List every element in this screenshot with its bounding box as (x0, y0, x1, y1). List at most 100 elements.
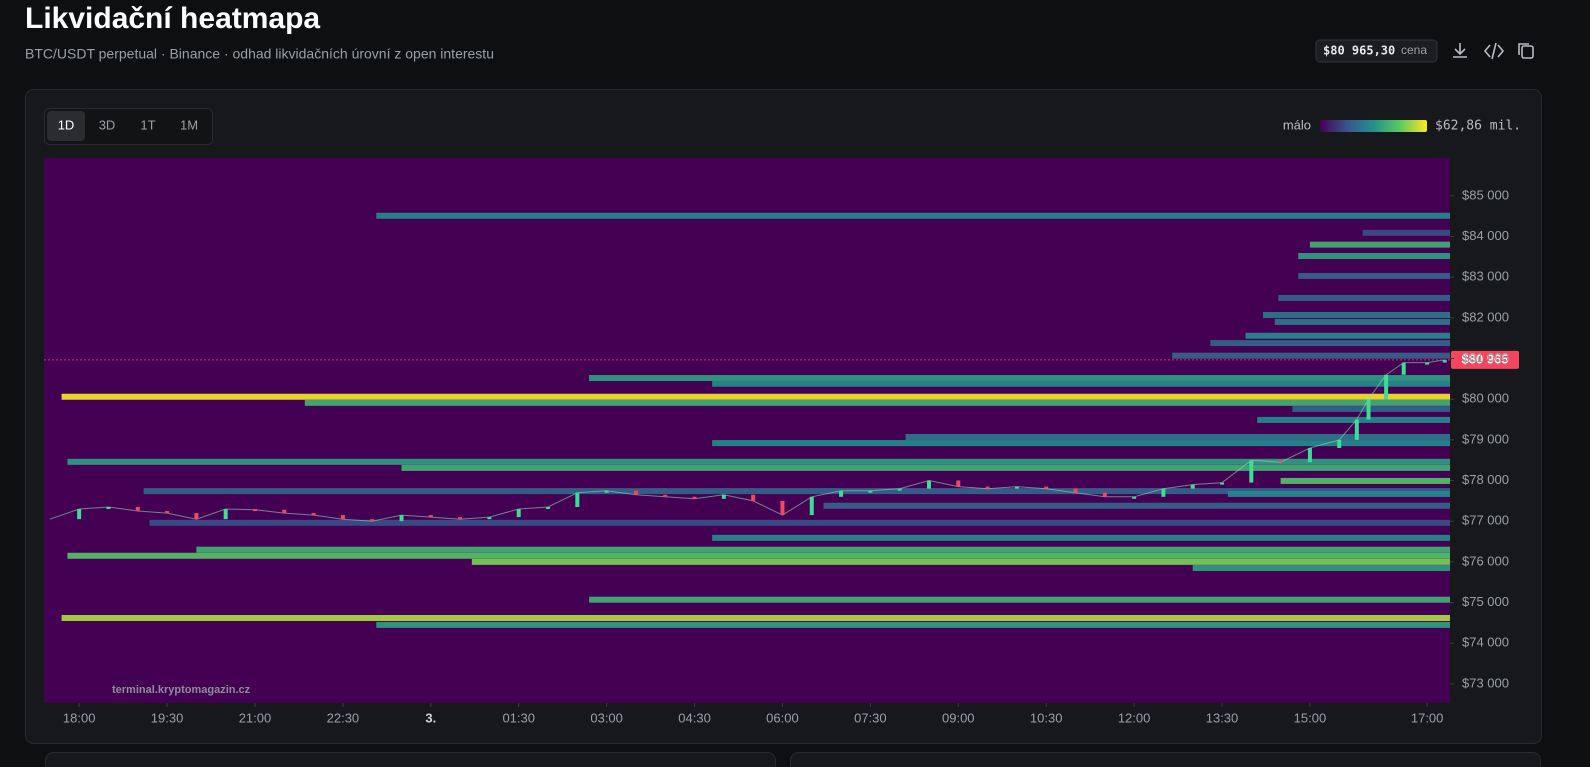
candle (399, 515, 404, 522)
liquidation-band (1263, 311, 1450, 318)
x-tick-label: 03:00 (590, 710, 623, 725)
candle (1442, 359, 1447, 363)
x-tick-label: 12:00 (1118, 710, 1151, 725)
legend-gradient (1320, 120, 1427, 132)
legend-high-label: $62,86 mil. (1435, 119, 1521, 134)
candle (1354, 419, 1359, 440)
candle (1220, 482, 1225, 485)
candle (809, 496, 814, 516)
liquidation-band (471, 558, 1450, 565)
candle (1384, 374, 1389, 400)
candle (721, 494, 726, 499)
liquidation-band (1280, 477, 1450, 484)
candle (1102, 492, 1107, 497)
candle (165, 511, 170, 514)
candle (428, 515, 433, 518)
candle (194, 513, 199, 520)
candle (692, 496, 697, 499)
candle (135, 506, 140, 512)
x-tick-label: 18:00 (63, 710, 96, 725)
liquidation-band (1298, 272, 1450, 279)
axes: $80 965 $73 000 $74 000 $75 000 $76 000 $77 0… (63, 187, 1519, 725)
bottom-card (45, 752, 776, 767)
liquidation-band (1274, 318, 1450, 325)
liquidation-band (1245, 332, 1450, 339)
y-tick-label: $82 000 (1462, 309, 1509, 324)
candle (546, 506, 551, 509)
candle (663, 494, 668, 497)
candle (1132, 496, 1137, 499)
page-title: Likvidační heatmapa (25, 2, 320, 35)
page-subtitle: BTC/USDT perpetual · Binance · odhad lik… (25, 46, 494, 62)
tab[interactable]: 1T (140, 117, 155, 132)
liquidation-band (67, 552, 1450, 559)
heatmap-background (44, 158, 1450, 703)
y-tick-label: $76 000 (1462, 553, 1509, 568)
badge-price: $80 965,30 (1323, 44, 1395, 58)
y-tick-label: $78 000 (1462, 472, 1509, 487)
y-tick-label: $79 000 (1462, 431, 1509, 446)
x-tick-label: 07:30 (854, 710, 887, 725)
candle (926, 480, 931, 489)
candle (223, 508, 228, 520)
liquidation-band (376, 212, 1450, 219)
tab[interactable]: 1M (180, 117, 198, 132)
x-tick-label: 21:00 (239, 710, 272, 725)
liquidation-band (1309, 241, 1450, 248)
candle (1249, 460, 1254, 483)
candle (458, 517, 463, 520)
candle (340, 515, 345, 520)
candle (1161, 488, 1166, 497)
candle (604, 490, 609, 493)
x-tick-label: 06:00 (766, 710, 799, 725)
bottom-card (790, 752, 1541, 767)
copy-icon[interactable] (1518, 43, 1534, 59)
liquidation-band (1172, 352, 1450, 359)
tab[interactable]: 3D (99, 117, 116, 132)
liquidation-band (589, 596, 1450, 603)
x-tick-label: 09:00 (942, 710, 975, 725)
current-price-label: $80 965 (1462, 351, 1509, 366)
candle (311, 513, 316, 516)
liquidation-band (143, 488, 1450, 495)
liquidation-band (823, 502, 1450, 509)
liquidation-band (401, 464, 1450, 471)
liquidation-band (1227, 490, 1450, 497)
tab[interactable]: 1D (58, 117, 75, 132)
candle (252, 508, 257, 511)
liquidation-band (905, 434, 1450, 441)
candle (839, 490, 844, 497)
liquidation-band (1362, 229, 1450, 236)
liquidation-band (712, 440, 1450, 447)
candle (1307, 447, 1312, 463)
liquidation-band (712, 380, 1450, 387)
candle (1366, 399, 1371, 420)
liquidation-band (589, 375, 1450, 382)
x-tick-label: 04:30 (678, 710, 711, 725)
liquidation-band (149, 519, 1450, 526)
candle (1278, 460, 1283, 463)
liquidation-band (61, 393, 1450, 400)
candle (1073, 488, 1078, 493)
x-tick-label: 19:30 (151, 710, 184, 725)
x-tick-label: 10:30 (1030, 710, 1063, 725)
timeframe-tabs: 1D 3D 1T 1M (44, 108, 213, 145)
liquidation-band (1210, 340, 1450, 347)
liquidation-band (712, 534, 1450, 541)
y-tick-label: $80 000 (1462, 391, 1509, 406)
candle (897, 488, 902, 491)
y-tick-label: $75 000 (1462, 594, 1509, 609)
candle (1014, 486, 1019, 489)
candle (780, 500, 785, 516)
current-price-box (1451, 350, 1519, 369)
toolbar (1453, 42, 1534, 60)
candle (985, 486, 990, 489)
liquidation-band (1292, 405, 1450, 412)
code-icon[interactable] (1483, 42, 1505, 60)
x-tick-label: 15:00 (1294, 710, 1327, 725)
y-tick-label: $83 000 (1462, 269, 1509, 284)
download-icon[interactable] (1453, 43, 1467, 58)
y-tick-label: $74 000 (1462, 635, 1509, 650)
liquidation-band (61, 614, 1450, 621)
